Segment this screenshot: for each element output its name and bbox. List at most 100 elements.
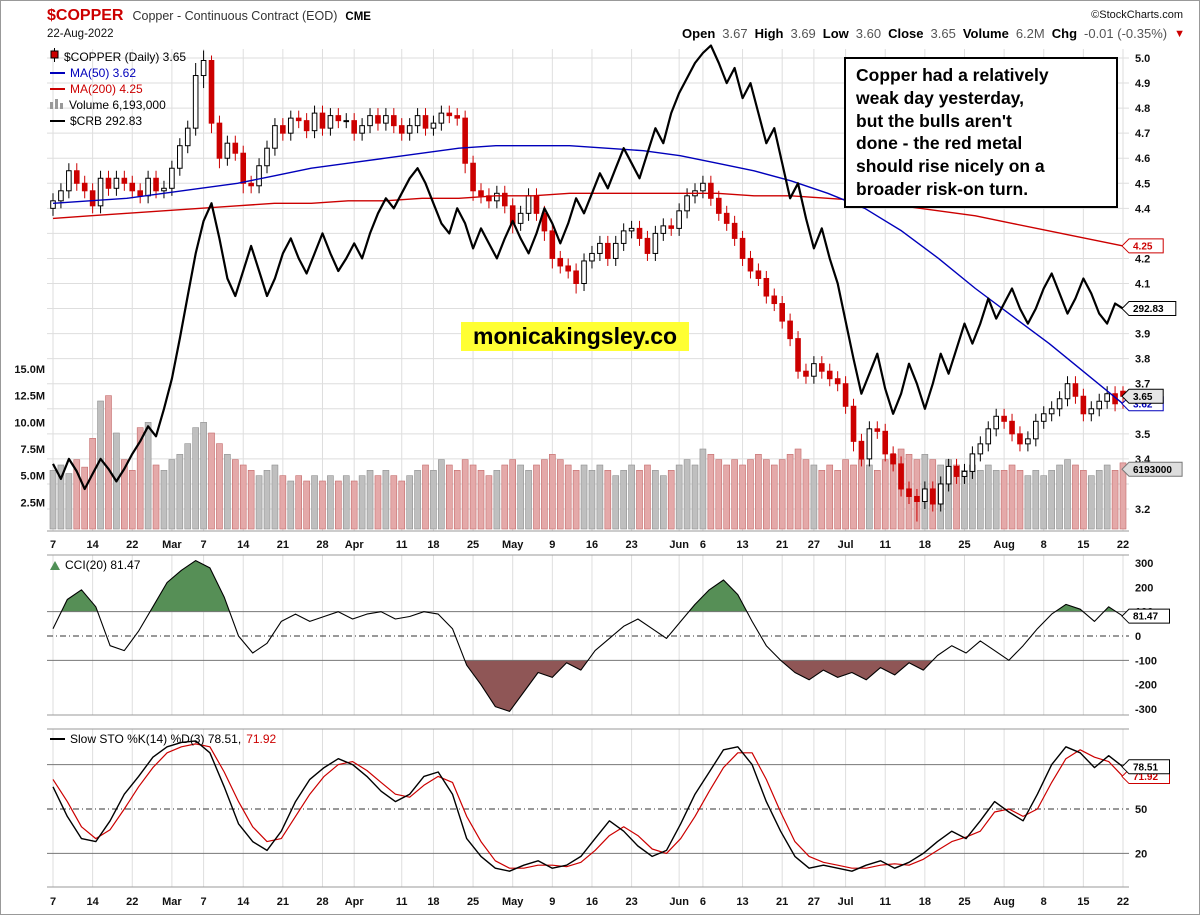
svg-text:2.5M: 2.5M xyxy=(21,497,45,509)
svg-text:Jun: Jun xyxy=(669,896,689,908)
svg-text:14: 14 xyxy=(237,896,250,908)
svg-text:200: 200 xyxy=(1135,582,1153,594)
svg-text:4.2: 4.2 xyxy=(1135,253,1150,265)
low-label: Low xyxy=(822,26,849,41)
svg-text:22: 22 xyxy=(1117,539,1129,551)
svg-text:5.0M: 5.0M xyxy=(21,471,45,483)
svg-text:18: 18 xyxy=(919,896,931,908)
svg-text:4.8: 4.8 xyxy=(1135,103,1150,115)
candles-layer xyxy=(50,50,1126,522)
svg-text:22: 22 xyxy=(126,539,138,551)
annotation-text-box: Copper had a relatively weak day yesterd… xyxy=(844,57,1118,208)
svg-text:8: 8 xyxy=(1041,896,1047,908)
svg-text:Aug: Aug xyxy=(993,539,1014,551)
svg-text:4.4: 4.4 xyxy=(1135,203,1151,215)
svg-text:28: 28 xyxy=(316,896,328,908)
svg-text:7.5M: 7.5M xyxy=(21,444,45,456)
svg-text:13: 13 xyxy=(736,539,748,551)
svg-text:11: 11 xyxy=(879,539,891,551)
change-value: -0.01 (-0.35%) xyxy=(1084,26,1168,41)
svg-text:9: 9 xyxy=(549,539,555,551)
close-label: Close xyxy=(888,26,924,41)
ma200-line-swatch-icon xyxy=(50,88,65,90)
svg-text:3.2: 3.2 xyxy=(1135,504,1150,516)
low-value: 3.60 xyxy=(855,26,882,41)
svg-text:3.62: 3.62 xyxy=(1133,399,1153,410)
svg-text:8: 8 xyxy=(1041,539,1047,551)
volume-label: Volume xyxy=(962,26,1009,41)
svg-text:81.47: 81.47 xyxy=(1133,612,1158,623)
legend-ma200-row: MA(200) 4.25 xyxy=(50,81,186,97)
svg-text:14: 14 xyxy=(87,539,100,551)
svg-text:15.0M: 15.0M xyxy=(14,364,45,376)
svg-text:7: 7 xyxy=(50,539,56,551)
svg-text:9: 9 xyxy=(549,896,555,908)
watermark: monicakingsley.co xyxy=(461,322,690,351)
svg-text:300: 300 xyxy=(1135,558,1153,570)
svg-text:7: 7 xyxy=(201,539,207,551)
legend-volume-text: Volume 6,193,000 xyxy=(69,98,166,112)
svg-text:10.0M: 10.0M xyxy=(14,417,45,429)
svg-text:78.51: 78.51 xyxy=(1133,762,1158,773)
legend-crb-text: $CRB 292.83 xyxy=(70,114,143,128)
chart-header: $COPPER Copper - Continuous Contract (EO… xyxy=(47,7,371,25)
svg-text:22: 22 xyxy=(126,896,138,908)
legend-volume-row: Volume 6,193,000 xyxy=(50,97,186,113)
open-value: 3.67 xyxy=(722,26,748,41)
sto-panel-layer: 805020 xyxy=(47,740,1147,872)
svg-text:Aug: Aug xyxy=(993,896,1014,908)
symbol-ticker: $COPPER xyxy=(47,7,124,24)
svg-text:Jul: Jul xyxy=(838,539,854,551)
svg-text:May: May xyxy=(502,896,524,908)
sto-line-swatch-icon xyxy=(50,738,65,740)
cci-panel-legend: CCI(20) 81.47 xyxy=(50,557,140,573)
svg-text:15: 15 xyxy=(1077,896,1089,908)
legend-ma50-row: MA(50) 3.62 xyxy=(50,65,186,81)
svg-text:0: 0 xyxy=(1135,631,1141,643)
svg-text:Jun: Jun xyxy=(669,539,689,551)
quote-date: 22-Aug-2022 xyxy=(47,28,114,40)
svg-text:4.9: 4.9 xyxy=(1135,78,1150,90)
axis-labels: 5.0 4.9 4.8 4.7 4.6 4.5 4.4 4.2 4.1 3.9 3.8 3.7 3.5 3… xyxy=(14,53,1151,908)
svg-text:Mar: Mar xyxy=(162,896,182,908)
cci-area-swatch-icon xyxy=(50,560,60,570)
svg-text:7: 7 xyxy=(201,896,207,908)
svg-text:16: 16 xyxy=(586,539,598,551)
legend-symbol-text: $COPPER (Daily) 3.65 xyxy=(64,50,187,64)
svg-text:-100: -100 xyxy=(1135,655,1157,667)
volume-bars-icon xyxy=(50,97,64,113)
svg-text:-200: -200 xyxy=(1135,680,1157,692)
svg-text:16: 16 xyxy=(586,896,598,908)
svg-text:-300: -300 xyxy=(1135,704,1157,716)
svg-text:Apr: Apr xyxy=(345,539,365,551)
sto-legend-row: Slow STO %K(14) %D(3) 78.51, 71.92 xyxy=(50,731,276,747)
legend-ma200-text: MA(200) 4.25 xyxy=(70,82,143,96)
svg-text:21: 21 xyxy=(277,896,289,908)
legend-ma50-text: MA(50) 3.62 xyxy=(70,66,137,80)
svg-text:14: 14 xyxy=(237,539,250,551)
svg-text:3.65: 3.65 xyxy=(1133,392,1153,403)
svg-text:6193000: 6193000 xyxy=(1133,465,1172,476)
symbol-description: Copper - Continuous Contract (EOD) xyxy=(132,9,338,23)
svg-text:11: 11 xyxy=(879,896,891,908)
svg-text:22: 22 xyxy=(1117,896,1129,908)
svg-text:5.0: 5.0 xyxy=(1135,53,1150,65)
legend-crb-row: $CRB 292.83 xyxy=(50,113,186,129)
svg-text:18: 18 xyxy=(919,539,931,551)
svg-text:292.83: 292.83 xyxy=(1133,304,1164,315)
svg-text:7: 7 xyxy=(50,896,56,908)
svg-text:71.92: 71.92 xyxy=(1133,772,1158,783)
svg-text:3.8: 3.8 xyxy=(1135,354,1150,366)
change-label: Chg xyxy=(1051,26,1078,41)
legend-symbol-row: $COPPER (Daily) 3.65 xyxy=(50,48,187,65)
svg-text:3.9: 3.9 xyxy=(1135,329,1150,341)
svg-text:21: 21 xyxy=(776,896,788,908)
volume-value: 6.2M xyxy=(1015,26,1045,41)
svg-text:21: 21 xyxy=(277,539,289,551)
svg-text:4.7: 4.7 xyxy=(1135,128,1150,140)
ohlc-quote-row: Open 3.67 High 3.69 Low 3.60 Close 3.65 … xyxy=(682,26,1185,41)
svg-text:25: 25 xyxy=(467,896,479,908)
